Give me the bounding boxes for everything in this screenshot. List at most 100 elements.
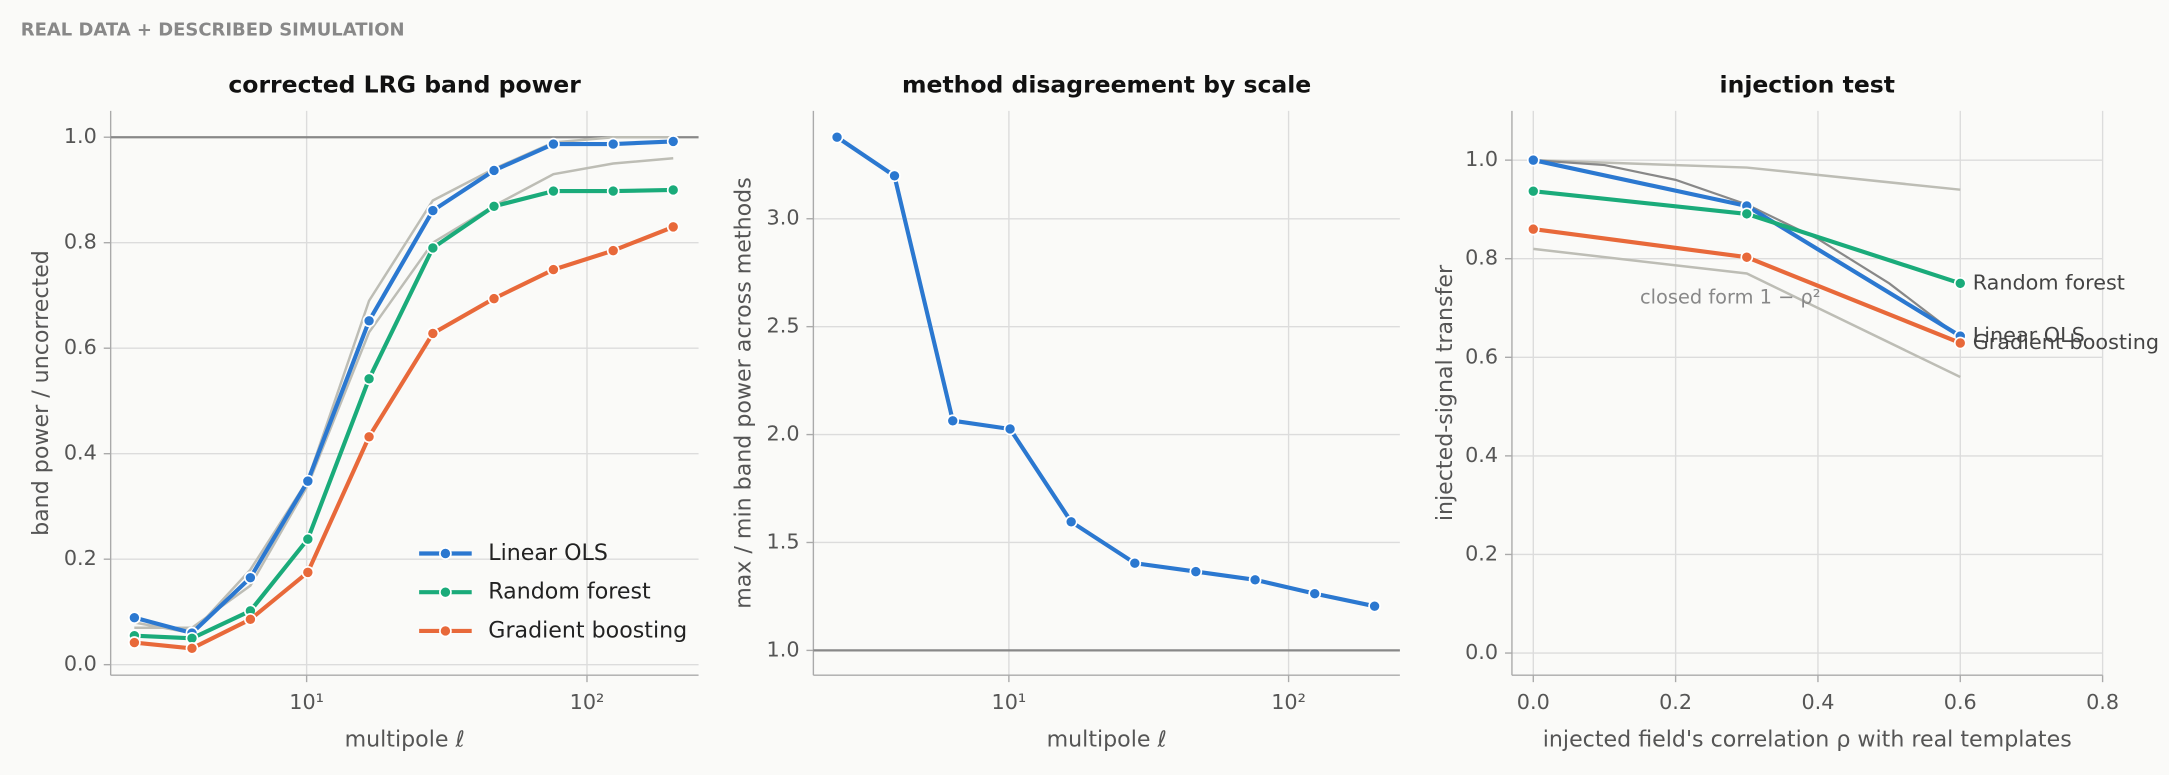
data-point: [487, 292, 501, 305]
y-tick-label: 0.8: [64, 230, 97, 254]
data-point: [606, 244, 620, 257]
data-point: [666, 183, 680, 197]
data-point: [128, 636, 141, 649]
x-axis-label: injected field's correlation ρ with real…: [1543, 727, 2072, 753]
data-point: [1953, 276, 1967, 290]
data-point: [426, 327, 440, 340]
y-tick-label: 0.4: [64, 441, 97, 465]
data-point: [362, 314, 376, 328]
data-point: [547, 184, 560, 198]
data-point: [244, 612, 257, 626]
x-tick-label: 0.8: [2086, 690, 2119, 714]
y-tick-label: 0.2: [1465, 541, 1498, 565]
data-point: [301, 474, 315, 488]
y-tick-label: 0.8: [1465, 246, 1498, 270]
chart-title: injection test: [1720, 70, 1895, 98]
end-label: Gradient boosting: [1973, 330, 2159, 354]
data-point: [1003, 422, 1017, 436]
data-point: [1248, 573, 1262, 587]
data-point: [1740, 207, 1754, 221]
annotation: closed form 1 − ρ²: [1640, 286, 1821, 309]
y-axis-label: band power / uncorrected: [28, 250, 54, 536]
data-point: [362, 372, 376, 386]
legend-label: Random forest: [488, 579, 651, 605]
data-point: [547, 137, 560, 151]
y-tick-label: 2.5: [767, 314, 800, 338]
data-point: [1368, 599, 1381, 613]
x-tick-label: 0.6: [1944, 690, 1977, 714]
data-point: [946, 414, 960, 428]
chart-title: corrected LRG band power: [228, 70, 581, 98]
legend-marker: [439, 624, 452, 638]
data-point: [666, 220, 680, 234]
chart-title: method disagreement by scale: [902, 70, 1311, 98]
data-point: [301, 566, 315, 579]
y-tick-label: 0.4: [1465, 443, 1498, 467]
x-tick-label: 0.2: [1659, 690, 1692, 714]
data-point: [606, 184, 620, 198]
reference-series: [134, 136, 674, 635]
y-tick-label: 0.6: [64, 335, 97, 359]
header-label: REAL DATA + DESCRIBED SIMULATION: [21, 20, 405, 41]
y-tick-label: 0.2: [64, 546, 97, 570]
data-point: [1526, 153, 1540, 167]
data-point: [1526, 184, 1540, 198]
series-line: [133, 139, 674, 636]
closed-form-curve: [1533, 158, 1961, 339]
data-point: [1526, 222, 1540, 236]
x-axis-label: multipole ℓ: [345, 727, 465, 753]
y-tick-label: 1.0: [767, 637, 800, 661]
data-point: [185, 641, 199, 655]
series-line: [134, 224, 675, 651]
x-tick-label: 0.0: [1517, 690, 1550, 714]
data-point: [426, 204, 440, 217]
y-tick-label: 0.6: [1465, 344, 1498, 368]
data-point: [888, 169, 901, 183]
y-axis-label: max / min band power across methods: [731, 177, 757, 609]
data-point: [830, 130, 844, 144]
legend-label: Linear OLS: [488, 540, 608, 566]
x-tick-label: 10¹: [992, 690, 1027, 714]
data-point: [487, 199, 501, 213]
y-tick-label: 3.0: [767, 206, 800, 230]
x-axis-label: multipole ℓ: [1047, 727, 1167, 753]
series-line: [1532, 158, 1962, 338]
data-point: [547, 263, 560, 276]
data-point: [426, 241, 440, 255]
y-tick-label: 0.0: [1465, 640, 1498, 664]
data-point: [1740, 250, 1754, 264]
y-axis-label: injected-signal transfer: [1432, 264, 1458, 521]
reference-series: [1533, 247, 1961, 379]
data-point: [1189, 565, 1203, 578]
x-tick-label: 10¹: [289, 690, 324, 714]
data-point: [487, 164, 501, 177]
data-point: [128, 611, 141, 625]
y-tick-label: 1.0: [1465, 147, 1498, 171]
y-tick-label: 1.5: [767, 529, 800, 553]
y-tick-label: 1.0: [64, 124, 97, 148]
x-tick-label: 10²: [570, 690, 605, 714]
data-point: [1953, 336, 1967, 350]
data-point: [244, 571, 257, 585]
series-line: [835, 135, 1376, 609]
reference-series: [1533, 158, 1961, 191]
x-tick-label: 0.4: [1801, 690, 1834, 714]
data-point: [1308, 587, 1322, 601]
legend-marker: [439, 585, 452, 599]
end-label: Linear OLS: [1973, 323, 2085, 347]
legend-marker: [439, 547, 452, 560]
y-tick-label: 0.0: [64, 652, 97, 676]
data-point: [1064, 515, 1078, 529]
data-point: [606, 137, 620, 151]
legend-label: Gradient boosting: [488, 617, 687, 643]
y-tick-label: 2.0: [767, 422, 800, 446]
data-point: [666, 135, 680, 148]
end-label: Random forest: [1973, 270, 2125, 294]
data-point: [1128, 556, 1142, 570]
data-point: [362, 430, 376, 444]
series-line: [134, 187, 674, 641]
x-tick-label: 10²: [1271, 690, 1306, 714]
data-point: [301, 532, 315, 546]
